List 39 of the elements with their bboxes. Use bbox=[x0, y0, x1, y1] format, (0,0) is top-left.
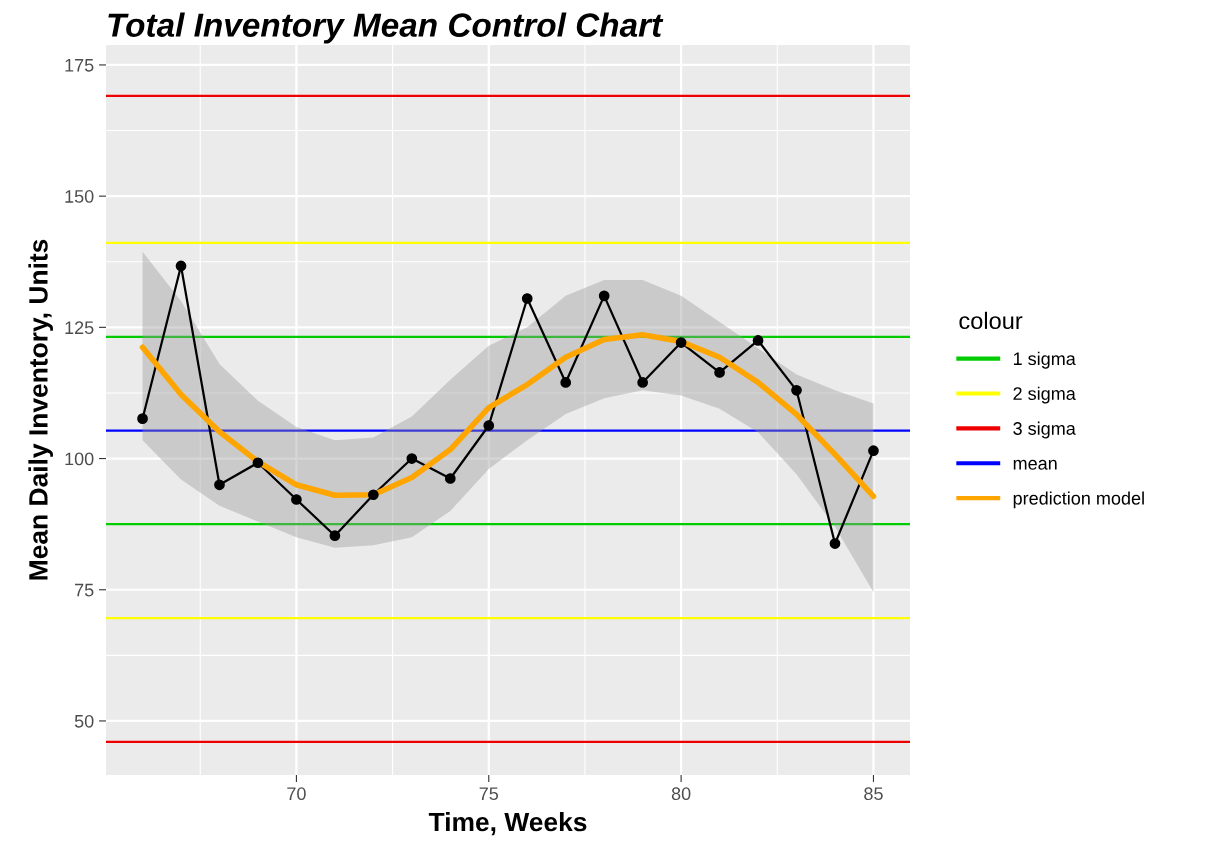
x-axis-title: Time, Weeks bbox=[428, 811, 587, 836]
legend-label: 2 sigma bbox=[1013, 386, 1076, 404]
point bbox=[483, 420, 495, 431]
point bbox=[560, 377, 572, 388]
point bbox=[137, 413, 148, 425]
legend-label: mean bbox=[1013, 459, 1057, 470]
point bbox=[637, 377, 648, 388]
x-tick-label: 85 bbox=[864, 787, 883, 801]
point bbox=[444, 473, 456, 484]
point bbox=[714, 367, 725, 378]
point bbox=[175, 260, 187, 272]
y-tick-label: 75 bbox=[75, 583, 94, 597]
y-tick-label: 125 bbox=[65, 321, 94, 335]
y-tick-label: 100 bbox=[65, 452, 94, 466]
point bbox=[598, 290, 610, 302]
point bbox=[868, 445, 879, 457]
point bbox=[752, 335, 764, 346]
y-axis-title: Mean Daily Inventory, Units bbox=[28, 239, 53, 580]
point bbox=[368, 489, 379, 501]
y-tick-label: 50 bbox=[74, 714, 94, 728]
x-tick-label: 75 bbox=[479, 787, 499, 801]
point bbox=[214, 479, 225, 491]
x-tick-label: 80 bbox=[671, 787, 691, 801]
point bbox=[675, 337, 687, 348]
point bbox=[521, 293, 533, 304]
legend-label: 3 sigma bbox=[1013, 421, 1076, 439]
point bbox=[829, 538, 841, 549]
legend-label: prediction model bbox=[1013, 491, 1144, 509]
point bbox=[791, 384, 802, 396]
point bbox=[252, 457, 264, 469]
legend-label: 1 sigma bbox=[1013, 351, 1076, 369]
legend-title: colour bbox=[959, 311, 1023, 330]
x-tick-label: 70 bbox=[287, 787, 306, 801]
y-tick-label: 150 bbox=[65, 190, 94, 203]
point bbox=[329, 530, 341, 542]
chart-title: Total Inventory Mean Control Chart bbox=[108, 12, 664, 44]
point bbox=[291, 494, 302, 505]
y-tick-label: 175 bbox=[65, 59, 94, 72]
point bbox=[406, 453, 418, 464]
